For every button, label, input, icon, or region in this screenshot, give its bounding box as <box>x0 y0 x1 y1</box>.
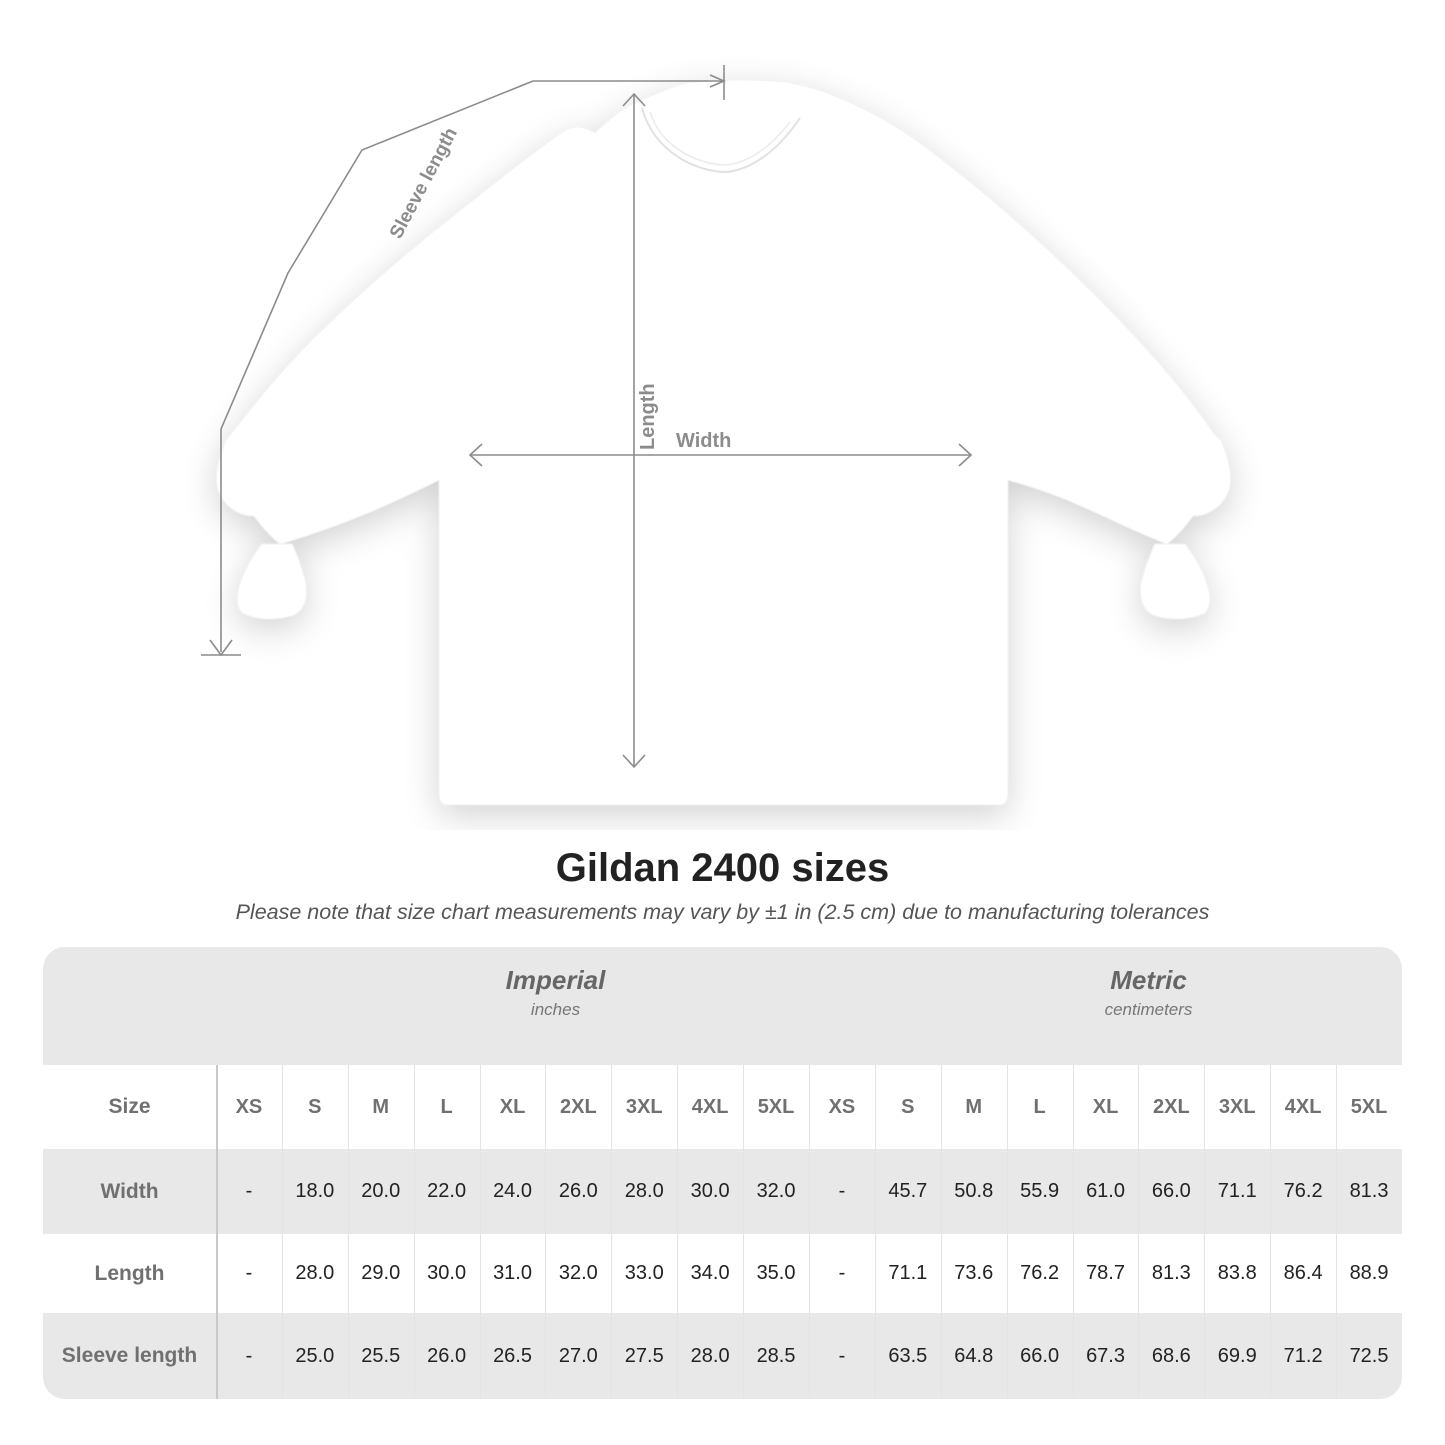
svg-text:Width: Width <box>676 430 731 452</box>
svg-text:Length: Length <box>637 383 659 450</box>
